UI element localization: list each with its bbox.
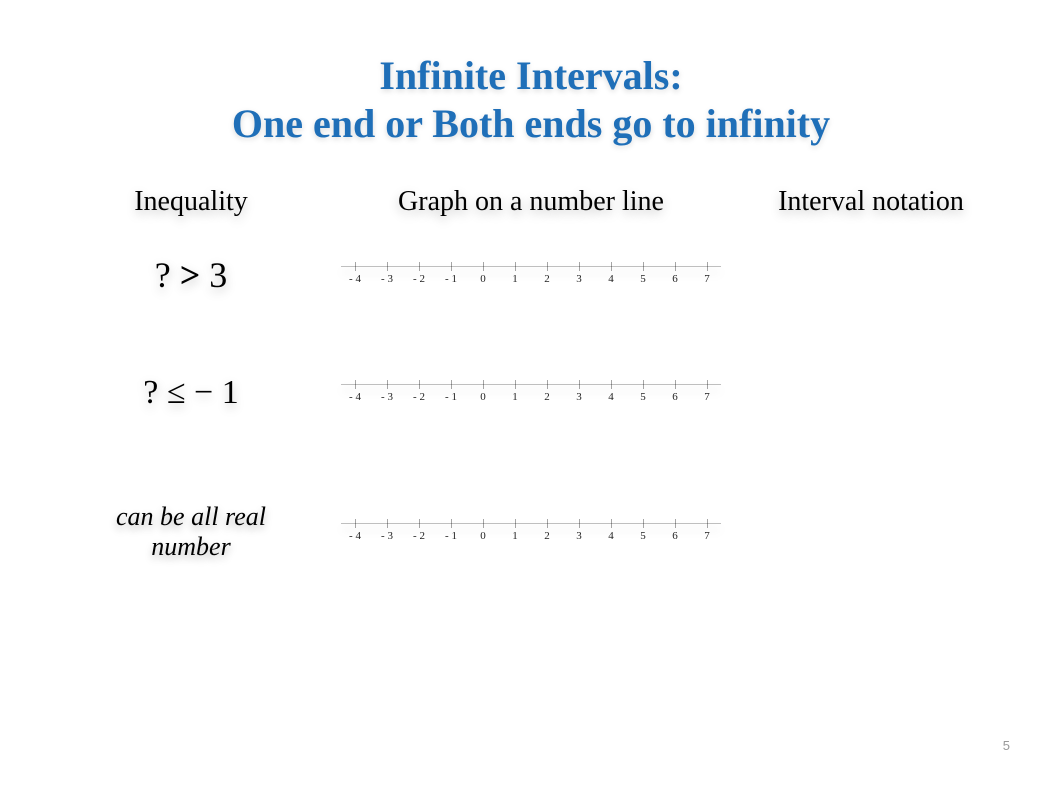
tick [579, 262, 580, 271]
row-2: ? ≤ − 1 - 4 - 3 - 2 - 1 0 1 2 3 4 5 6 7 [71, 374, 991, 412]
graph-1: - 4 - 3 - 2 - 1 0 1 2 3 4 5 6 7 [341, 258, 721, 292]
number-line-3: - 4 - 3 - 2 - 1 0 1 2 3 4 5 6 7 [341, 515, 721, 549]
inequality-2: ? ≤ − 1 [71, 374, 311, 412]
tick [547, 380, 548, 389]
tick [547, 519, 548, 528]
tick [707, 262, 708, 271]
tick-label: 7 [704, 273, 710, 285]
tick [419, 519, 420, 528]
header-interval: Interval notation [751, 186, 991, 218]
tick-label: 4 [608, 530, 614, 542]
tick [355, 380, 356, 389]
ineq-text-2: ? ≤ − 1 [143, 374, 238, 411]
tick-label: - 1 [445, 391, 457, 403]
tick [483, 519, 484, 528]
tick [707, 380, 708, 389]
tick [483, 380, 484, 389]
row-1: ? > 3 - 4 - 3 - 2 - 1 0 1 2 3 4 5 6 7 [71, 254, 991, 296]
tick-label: - 2 [413, 273, 425, 285]
tick [643, 262, 644, 271]
tick-label: 7 [704, 530, 710, 542]
tick-label: - 4 [349, 391, 361, 403]
tick-label: 4 [608, 391, 614, 403]
tick-label: 0 [480, 391, 486, 403]
title-line-1: Infinite Intervals: [0, 52, 1062, 100]
tick [707, 519, 708, 528]
number-line-1: - 4 - 3 - 2 - 1 0 1 2 3 4 5 6 7 [341, 258, 721, 292]
tick-label: 1 [512, 391, 518, 403]
header-inequality: Inequality [71, 186, 311, 218]
tick-label: 6 [672, 530, 678, 542]
tick [547, 262, 548, 271]
tick-label: - 1 [445, 530, 457, 542]
tick-label: 0 [480, 273, 486, 285]
tick [387, 262, 388, 271]
tick-label: 2 [544, 273, 550, 285]
tick [451, 262, 452, 271]
tick [451, 519, 452, 528]
tick-label: 5 [640, 273, 646, 285]
tick [451, 380, 452, 389]
page-number: 5 [1003, 738, 1010, 753]
tick [387, 519, 388, 528]
tick [387, 380, 388, 389]
ineq-text-3b: number [151, 532, 230, 561]
header-graph: Graph on a number line [341, 186, 721, 218]
tick [675, 380, 676, 389]
tick-label: - 1 [445, 273, 457, 285]
tick [579, 380, 580, 389]
inequality-3: can be all real number [71, 502, 311, 562]
tick-label: 5 [640, 391, 646, 403]
ineq-text-3a: can be all real [116, 502, 266, 531]
tick [611, 519, 612, 528]
tick-label: - 2 [413, 391, 425, 403]
tick-label: 4 [608, 273, 614, 285]
tick [611, 380, 612, 389]
tick-label: 7 [704, 391, 710, 403]
tick-label: 3 [576, 530, 582, 542]
graph-2: - 4 - 3 - 2 - 1 0 1 2 3 4 5 6 7 [341, 376, 721, 410]
tick-label: - 3 [381, 530, 393, 542]
tick [643, 380, 644, 389]
tick-label: - 4 [349, 273, 361, 285]
tick [643, 519, 644, 528]
number-line-2: - 4 - 3 - 2 - 1 0 1 2 3 4 5 6 7 [341, 376, 721, 410]
tick-label: - 3 [381, 391, 393, 403]
tick [675, 262, 676, 271]
tick [579, 519, 580, 528]
tick [515, 380, 516, 389]
tick [515, 519, 516, 528]
tick-label: 6 [672, 273, 678, 285]
tick-label: 1 [512, 530, 518, 542]
ineq-text-1: ? > 3 [155, 255, 228, 295]
tick-label: 3 [576, 273, 582, 285]
tick [483, 262, 484, 271]
tick-label: 2 [544, 530, 550, 542]
tick-label: 1 [512, 273, 518, 285]
graph-3: - 4 - 3 - 2 - 1 0 1 2 3 4 5 6 7 [341, 515, 721, 549]
tick-label: - 2 [413, 530, 425, 542]
tick-label: 6 [672, 391, 678, 403]
inequality-1: ? > 3 [71, 254, 311, 296]
tick-label: 5 [640, 530, 646, 542]
tick-label: - 3 [381, 273, 393, 285]
slide-title: Infinite Intervals: One end or Both ends… [0, 0, 1062, 148]
tick [675, 519, 676, 528]
tick [515, 262, 516, 271]
tick-label: 0 [480, 530, 486, 542]
row-3: can be all real number - 4 - 3 - 2 - 1 0 1 2 3 4… [71, 502, 991, 562]
tick [355, 519, 356, 528]
tick-label: 2 [544, 391, 550, 403]
tick [419, 262, 420, 271]
column-headers: Inequality Graph on a number line Interv… [71, 186, 991, 218]
title-line-2: One end or Both ends go to infinity [0, 100, 1062, 148]
tick [611, 262, 612, 271]
tick-label: 3 [576, 391, 582, 403]
tick [355, 262, 356, 271]
tick-label: - 4 [349, 530, 361, 542]
tick [419, 380, 420, 389]
